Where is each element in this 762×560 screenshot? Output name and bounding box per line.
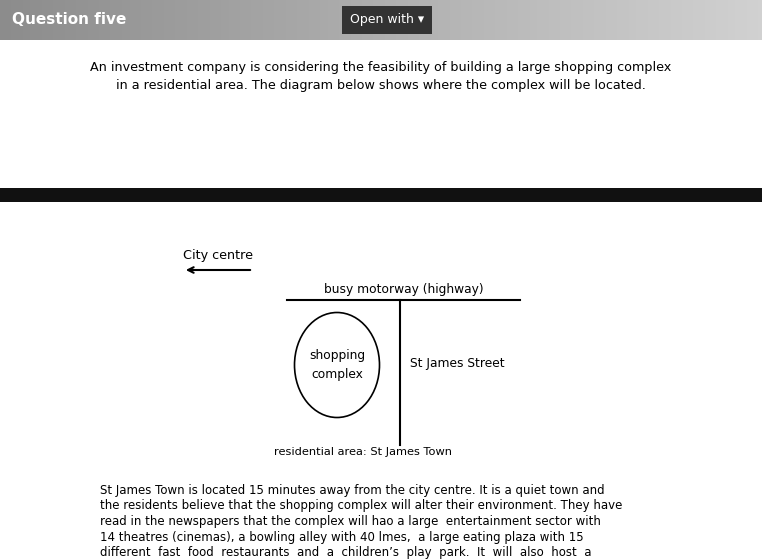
Text: St James Town is located 15 minutes away from the city centre. It is a quiet tow: St James Town is located 15 minutes away… — [100, 484, 604, 497]
Text: An investment company is considering the feasibility of building a large shoppin: An investment company is considering the… — [91, 62, 671, 74]
Text: St James Street: St James Street — [410, 357, 504, 370]
Text: City centre: City centre — [183, 249, 253, 262]
Text: in a residential area. The diagram below shows where the complex will be located: in a residential area. The diagram below… — [116, 80, 646, 92]
Bar — [342, 6, 432, 34]
Bar — [0, 472, 762, 560]
Bar — [0, 202, 762, 472]
Text: busy motorway (highway): busy motorway (highway) — [324, 283, 483, 296]
Bar — [0, 40, 762, 188]
Text: different  fast  food  restaurants  and  a  children’s  play  park.  It  will  a: different fast food restaurants and a ch… — [100, 546, 591, 559]
Text: Open with ▾: Open with ▾ — [350, 13, 424, 26]
Text: read in the newspapers that the complex will hao a large  entertainment sector w: read in the newspapers that the complex … — [100, 515, 601, 528]
Text: the residents believe that the shopping complex will alter their environment. Th: the residents believe that the shopping … — [100, 500, 623, 512]
Text: 14 theatres (cinemas), a bowling alley with 40 lmes,  a large eating plaza with : 14 theatres (cinemas), a bowling alley w… — [100, 530, 584, 544]
Text: Question five: Question five — [12, 12, 126, 27]
Text: residential area: St James Town: residential area: St James Town — [274, 447, 452, 457]
Bar — [0, 188, 762, 202]
Text: shopping
complex: shopping complex — [309, 349, 365, 381]
